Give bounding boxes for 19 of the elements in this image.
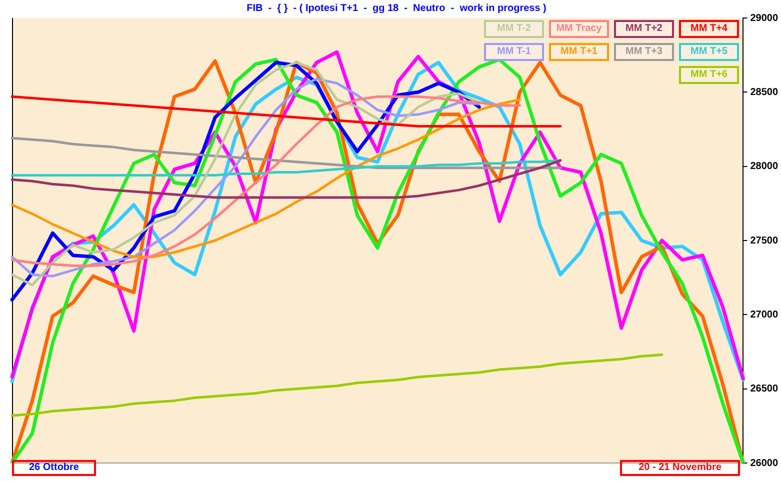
y-tick-label: 26000	[750, 458, 778, 469]
text: MM Tracy	[549, 20, 609, 38]
text: MM T+3	[614, 43, 674, 61]
y-tick-label: 27500	[750, 235, 778, 246]
text: MM T+4	[679, 20, 739, 38]
annotation: 26 Ottobre	[12, 460, 96, 476]
text: MM T+2	[614, 20, 674, 38]
y-tick-label: 28500	[750, 86, 778, 98]
text: MM T+5	[679, 43, 739, 61]
chart-title: FIB - { } - ( Ipotesi T+1 - gg 18 - Neutro - work in progress )	[246, 2, 546, 14]
annotation: 20 - 21 Novembre	[620, 460, 740, 476]
y-tick-label: 29000	[750, 12, 778, 24]
text: MM T+6	[679, 66, 739, 84]
y-tick-label: 26500	[750, 384, 778, 395]
y-tick-label: 27000	[750, 309, 778, 320]
text: MM T-1	[484, 43, 544, 61]
y-tick-label: 28000	[750, 161, 778, 172]
text: MM T+1	[549, 43, 609, 61]
text: MM T-2	[484, 20, 544, 38]
